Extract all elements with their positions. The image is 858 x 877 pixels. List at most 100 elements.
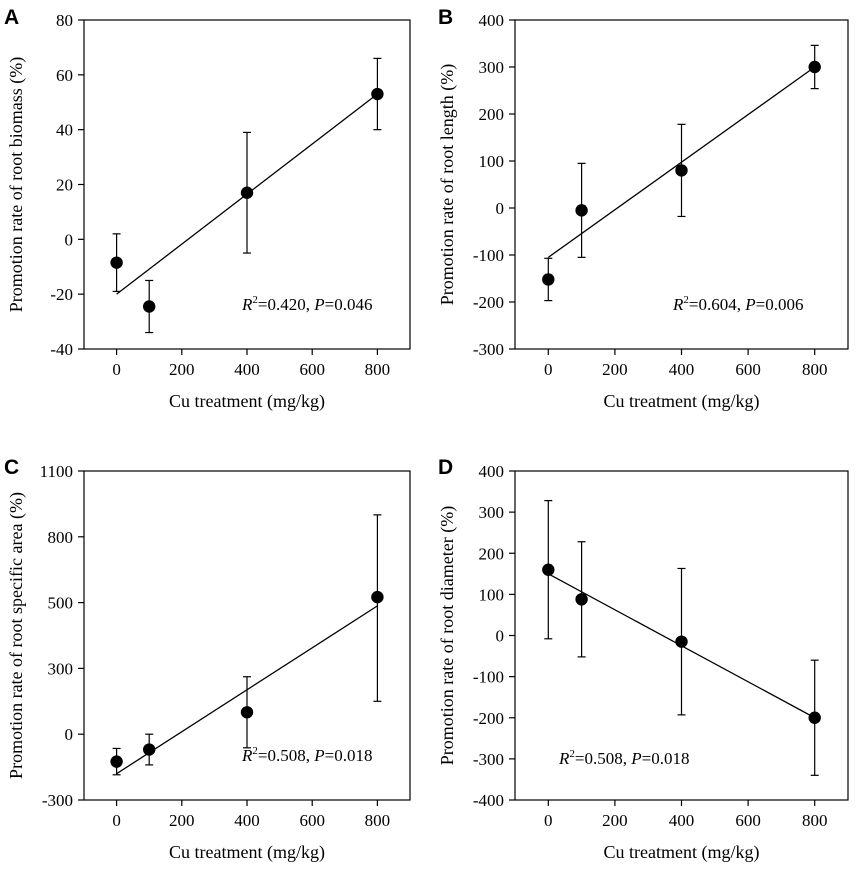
stats-r-value: =0.420,	[258, 295, 314, 314]
x-tick-label: 200	[602, 360, 628, 379]
data-point	[371, 590, 384, 604]
x-tick-label: 200	[602, 811, 628, 830]
data-point	[143, 743, 156, 756]
stats-sup: 2	[252, 294, 258, 306]
y-tick-label: 80	[56, 11, 73, 30]
y-tick-label: -40	[50, 340, 73, 359]
x-tick-label: 0	[112, 360, 121, 379]
data-point	[575, 593, 588, 606]
data-point	[240, 186, 254, 199]
panel-a: A 0 200 400 600 800 -40 -20 0 20 40 60 80 Cu treatmen…	[4, 6, 411, 412]
x-tick-label: 400	[234, 811, 260, 830]
stats-annotation: R2=0.604, P=0.006	[672, 294, 803, 314]
x-tick-label: 200	[169, 811, 195, 830]
data-point	[542, 273, 555, 286]
x-tick-label: 200	[169, 360, 195, 379]
data-point	[808, 711, 821, 724]
stats-annotation: R2=0.508, P=0.018	[558, 748, 689, 768]
y-tick-label: 0	[65, 725, 74, 744]
panel-c: C 0 200 400 600 800 -300 0 300 500 800 1100 Cu treat…	[4, 456, 411, 863]
y-tick-label: 300	[479, 58, 505, 77]
x-axis-label: Cu treatment (mg/kg)	[604, 842, 760, 863]
x-tick-label: 0	[544, 811, 553, 830]
x-tick-label: 400	[669, 360, 695, 379]
y-tick-label: -300	[473, 750, 504, 769]
panel-letter: B	[438, 6, 453, 29]
stats-r-value: =0.604,	[689, 295, 745, 314]
y-tick-label: -200	[473, 293, 504, 312]
y-tick-label: 0	[496, 627, 505, 646]
stats-p-text: P	[630, 749, 641, 768]
panel-d: D 0 200 400 600 800 -400 -300 -200 -100 0 100 200 300…	[437, 456, 849, 863]
stats-r-text: R	[558, 749, 570, 768]
y-tick-label: 100	[479, 152, 505, 171]
x-tick-label: 0	[112, 811, 121, 830]
stats-r-value: =0.508,	[258, 746, 314, 765]
y-tick-label: 800	[48, 528, 74, 547]
data-point	[110, 755, 123, 768]
data-point	[371, 87, 384, 101]
x-axis-label: Cu treatment (mg/kg)	[604, 391, 760, 412]
x-tick-label: 600	[299, 360, 325, 379]
x-tick-label: 600	[299, 811, 325, 830]
x-tick-label: 800	[802, 360, 828, 379]
stats-r-value: =0.508,	[575, 749, 631, 768]
x-tick-label: 600	[735, 811, 761, 830]
y-tick-label: 0	[65, 230, 74, 249]
stats-p-text: P	[313, 295, 324, 314]
panel-letter: C	[4, 456, 19, 479]
y-tick-label: -100	[473, 668, 504, 687]
x-tick-label: 800	[365, 360, 391, 379]
stats-p-text: P	[744, 295, 755, 314]
stats-r-text: R	[241, 295, 253, 314]
stats-r-text: R	[672, 295, 684, 314]
data-point	[143, 300, 156, 313]
y-tick-label: 1100	[40, 462, 73, 481]
y-tick-label: -300	[473, 340, 504, 359]
x-axis-label: Cu treatment (mg/kg)	[169, 842, 325, 863]
y-tick-label: 60	[56, 66, 73, 85]
y-axis-label: Promotion rate of root biomass (%)	[6, 57, 27, 312]
stats-p-value: =0.018	[642, 749, 690, 768]
x-tick-label: 400	[669, 811, 695, 830]
data-point	[110, 256, 123, 269]
y-tick-label: 40	[56, 121, 73, 140]
data-point	[675, 635, 688, 648]
y-tick-label: 400	[479, 462, 505, 481]
panel-b: B 0 200 400 600 800 -300 -200 -100 0 100 200 300 400 C…	[437, 6, 849, 412]
y-tick-label: 0	[496, 199, 505, 218]
data-point	[808, 60, 821, 74]
y-tick-label: -400	[473, 791, 504, 810]
data-point	[240, 706, 254, 719]
y-tick-label: -300	[42, 791, 73, 810]
error-bar	[373, 514, 382, 702]
x-tick-label: 400	[234, 360, 260, 379]
y-tick-label: -100	[473, 246, 504, 265]
y-tick-label: 300	[48, 659, 74, 678]
y-tick-label: 200	[479, 544, 505, 563]
panel-letter: A	[4, 6, 19, 29]
stats-annotation: R2=0.420, P=0.046	[241, 294, 372, 314]
y-tick-label: 100	[479, 585, 505, 604]
stats-annotation: R2=0.508, P=0.018	[241, 745, 372, 765]
x-tick-label: 600	[735, 360, 761, 379]
data-point	[542, 563, 555, 576]
y-tick-label: -20	[50, 285, 73, 304]
y-tick-label: -200	[473, 709, 504, 728]
y-tick-label: 300	[479, 503, 505, 522]
y-tick-label: 500	[48, 594, 74, 613]
y-axis-label: Promotion rate of root diameter (%)	[437, 506, 458, 765]
stats-sup: 2	[252, 745, 258, 757]
stats-r-text: R	[241, 746, 253, 765]
data-point	[575, 204, 588, 217]
stats-p-value: =0.046	[325, 295, 373, 314]
y-axis-label: Promotion rate of root specific area (%)	[6, 492, 27, 779]
data-point	[675, 164, 688, 177]
y-tick-label: 20	[56, 176, 73, 195]
stats-p-text: P	[313, 746, 324, 765]
y-tick-label: 400	[479, 11, 505, 30]
stats-p-value: =0.018	[325, 746, 373, 765]
y-tick-label: 200	[479, 105, 505, 124]
